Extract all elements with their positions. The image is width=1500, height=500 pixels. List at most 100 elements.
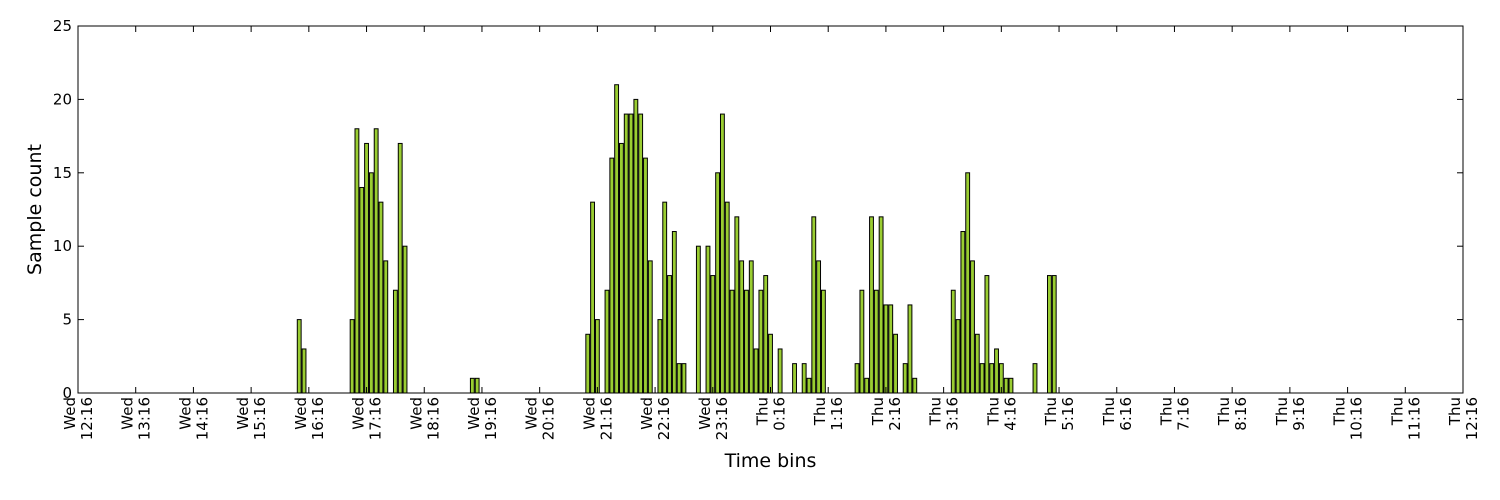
x-tick-day: Thu [1446, 397, 1464, 426]
x-tick-day: Wed [176, 397, 194, 430]
x-tick-time: 1:16 [828, 397, 846, 431]
bar [719, 113, 725, 394]
x-tick-label: Wed 20:16 [523, 397, 558, 440]
x-tick-time: 5:16 [1059, 397, 1077, 431]
y-axis-title: Sample count [24, 144, 46, 275]
x-tick-day: Thu [811, 397, 829, 426]
x-tick-time: 12:16 [78, 397, 96, 440]
x-tick-day: Thu [1273, 397, 1291, 426]
bar [378, 201, 384, 394]
x-tick-day: Thu [984, 397, 1002, 426]
x-tick-time: 22:16 [655, 397, 673, 440]
bar [392, 289, 398, 394]
bar [984, 275, 990, 394]
x-tick-time: 4:16 [1001, 397, 1019, 431]
bar [729, 289, 735, 394]
bar [970, 260, 975, 394]
x-tick-day: Thu [754, 397, 772, 426]
bar [1047, 275, 1052, 394]
x-tick-day: Wed [523, 397, 541, 430]
x-tick-time: 12:16 [1463, 397, 1481, 440]
x-axis-title: Time bins [724, 450, 817, 472]
x-tick-day: Thu [1388, 397, 1406, 426]
bar [739, 260, 745, 394]
x-tick-label: Thu 9:16 [1273, 397, 1308, 431]
x-tick-day: Thu [869, 397, 887, 426]
bar [1051, 275, 1057, 394]
bar [724, 201, 730, 394]
x-tick-day: Thu [1215, 397, 1233, 426]
bar [397, 142, 403, 394]
x-tick-time: 17:16 [367, 397, 385, 440]
bar [811, 216, 817, 394]
y-axis: 0 5 10 15 20 25 [53, 17, 1463, 402]
x-tick-label: Wed 23:16 [696, 397, 731, 440]
x-tick-label: Wed 18:16 [407, 397, 442, 440]
x-tick-day: Thu [1100, 397, 1118, 426]
y-tick-label: 20 [53, 90, 72, 108]
bar [671, 231, 677, 394]
bar [1008, 377, 1014, 394]
bar [647, 260, 653, 394]
x-tick-label: Thu 11:16 [1388, 397, 1423, 440]
bar [1032, 363, 1038, 394]
bar [888, 304, 894, 394]
bar [960, 231, 966, 394]
y-tick-label: 25 [53, 17, 72, 35]
bar [744, 289, 749, 394]
bar [989, 363, 995, 394]
x-tick-label: Wed 16:16 [292, 397, 327, 440]
bar [681, 363, 687, 394]
bar [676, 363, 682, 394]
y-tick-label: 15 [53, 164, 72, 182]
bar [354, 128, 360, 394]
bar [816, 260, 822, 394]
x-tick-time: 20:16 [540, 397, 558, 440]
x-tick-label: Wed 19:16 [465, 397, 500, 440]
bar [801, 363, 807, 394]
bar [902, 363, 908, 394]
x-tick-label: Wed 12:16 [61, 397, 96, 440]
bar [705, 245, 711, 394]
x-tick-time: 6:16 [1117, 397, 1135, 431]
bar [859, 289, 865, 394]
bar [869, 216, 874, 394]
x-tick-time: 0:16 [771, 397, 789, 431]
x-tick-day: Thu [1042, 397, 1060, 426]
x-tick-time: 2:16 [886, 397, 904, 431]
bar [604, 289, 610, 394]
x-tick-time: 23:16 [713, 397, 731, 440]
bar [614, 84, 620, 394]
bar [955, 319, 961, 394]
bar [638, 113, 644, 394]
bar [585, 333, 591, 394]
x-tick-time: 21:16 [597, 397, 615, 440]
bar [643, 157, 648, 394]
bar [594, 319, 600, 394]
bar [628, 113, 634, 394]
x-tick-label: Thu 8:16 [1215, 397, 1250, 431]
y-tick-label: 5 [62, 311, 72, 329]
x-tick-day: Thu [1331, 397, 1349, 426]
bar [383, 260, 389, 394]
x-tick-label: Thu 6:16 [1100, 397, 1135, 431]
x-axis: Wed 12:16 Wed 13:16 Wed 14:16 Wed 15:16 Wed 16:16… [61, 26, 1481, 440]
x-tick-time: 8:16 [1232, 397, 1250, 431]
x-tick-label: Thu 10:16 [1331, 397, 1366, 440]
bar [878, 216, 884, 394]
bar [667, 275, 672, 394]
bar [974, 333, 980, 394]
bar [715, 172, 721, 394]
x-tick-label: Thu 0:16 [754, 397, 789, 431]
bar [950, 289, 956, 394]
x-tick-day: Thu [927, 397, 945, 426]
bar [965, 172, 971, 394]
bar [619, 142, 624, 394]
x-tick-day: Wed [696, 397, 714, 430]
x-tick-time: 15:16 [251, 397, 269, 440]
bar [734, 216, 740, 394]
x-tick-time: 11:16 [1405, 397, 1423, 440]
x-tick-label: Wed 13:16 [119, 397, 154, 440]
